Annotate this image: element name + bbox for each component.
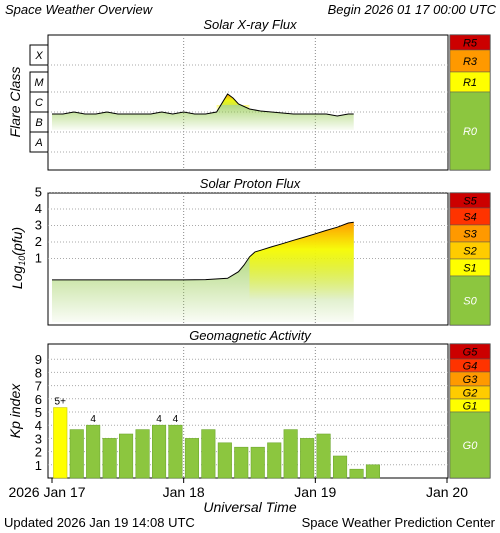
proton-y-tick-3: 3 <box>35 218 42 233</box>
kp-bar-9 <box>201 429 216 479</box>
kp-bar-16 <box>316 433 331 479</box>
proton-flux-line <box>52 221 354 281</box>
geomag-y-tick-5: 5 <box>35 405 42 420</box>
geomag-y-tick-8: 8 <box>35 365 42 380</box>
kp-bar-3 <box>102 438 117 479</box>
kp-bar-6 <box>152 424 167 479</box>
xray-scale-r0 <box>449 91 491 171</box>
kp-bar-17 <box>332 455 348 479</box>
geomag-scale-label-g4: G4 <box>463 361 478 373</box>
proton-y-axis-label-main: Log <box>9 266 25 290</box>
proton-y-tick-5: 5 <box>35 185 42 200</box>
geomag-y-tick-4: 4 <box>35 418 42 433</box>
kp-bar-2 <box>86 424 101 479</box>
credit-text: Space Weather Prediction Center <box>301 515 495 530</box>
kp-bar-label-6: 4 <box>156 414 162 425</box>
kp-bar-label-2: 4 <box>90 414 96 425</box>
kp-bar-8 <box>184 438 199 479</box>
proton-panel-title: Solar Proton Flux <box>199 176 301 191</box>
geomag-scale-label-g1: G1 <box>463 401 478 413</box>
kp-bar-5 <box>135 429 150 479</box>
x-axis-label: Universal Time <box>203 499 297 515</box>
proton-scale-label-s3: S3 <box>463 229 477 241</box>
xray-class-label-c: C <box>35 97 43 109</box>
x-tick-label-0: 2026 Jan 17 <box>8 484 85 500</box>
proton-scale-s0 <box>449 275 491 326</box>
geomag-y-tick-2: 2 <box>35 445 42 460</box>
xray-class-label-x: X <box>34 50 43 62</box>
proton-high-flux-area <box>249 222 354 300</box>
xray-scale-label-r5: R5 <box>463 38 478 50</box>
kp-bar-1 <box>69 429 84 479</box>
geomag-y-tick-7: 7 <box>35 379 42 394</box>
xray-class-label-a: A <box>34 137 42 149</box>
geomag-scale-label-g0: G0 <box>463 440 479 452</box>
overview-title: Space Weather Overview <box>5 2 153 17</box>
xray-y-axis-label: Flare Class <box>7 67 23 138</box>
kp-bar-0 <box>53 407 68 479</box>
xray-flux-line <box>52 93 354 117</box>
proton-scale-label-s5: S5 <box>463 196 477 208</box>
kp-bar-15 <box>300 438 315 479</box>
xray-scale-label-r1: R1 <box>463 77 477 89</box>
xray-panel-title: Solar X-ray Flux <box>203 17 297 32</box>
geomag-scale-label-g2: G2 <box>463 388 478 400</box>
kp-bar-14 <box>283 429 298 479</box>
xray-class-label-m: M <box>34 77 44 89</box>
xray-class-box-x <box>29 44 49 66</box>
xray-flux-area <box>52 94 354 130</box>
geomag-y-tick-1: 1 <box>35 458 42 473</box>
xray-class-label-b: B <box>35 117 42 129</box>
x-tick-label-1: Jan 18 <box>163 484 205 500</box>
proton-y-tick-2: 2 <box>35 234 42 249</box>
geomag-scale-g0 <box>449 411 491 479</box>
geomag-y-axis-label: Kp index <box>7 383 23 438</box>
proton-scale-label-s4: S4 <box>463 212 476 224</box>
updated-timestamp: Updated 2026 Jan 19 14:08 UTC <box>4 515 195 530</box>
geomag-scale-label-g3: G3 <box>463 374 479 386</box>
geomag-y-tick-6: 6 <box>35 392 42 407</box>
xray-scale-label-r3: R3 <box>463 56 478 68</box>
proton-scale-label-s2: S2 <box>463 246 476 258</box>
geomag-y-tick-9: 9 <box>35 352 42 367</box>
proton-scale-label-s0: S0 <box>463 296 477 308</box>
kp-bar-label-0: 5+ <box>55 397 67 408</box>
x-tick-label-2: Jan 19 <box>294 484 336 500</box>
kp-bar-10 <box>217 442 232 479</box>
proton-y-tick-4: 4 <box>35 201 42 216</box>
kp-bar-11 <box>234 446 249 479</box>
proton-scale-label-s1: S1 <box>463 263 476 275</box>
proton-y-axis-label-sub: 10 <box>17 256 27 266</box>
xray-class-box-a <box>29 131 49 153</box>
geomag-panel-title: Geomagnetic Activity <box>189 328 311 343</box>
geomag-scale-label-g5: G5 <box>463 347 479 359</box>
kp-bar-19 <box>365 464 381 479</box>
kp-bar-18 <box>349 468 364 479</box>
kp-bar-7 <box>168 424 183 479</box>
x-tick-label-3: Jan 20 <box>426 484 468 500</box>
proton-y-axis-label: Log10(pfu) <box>9 227 27 289</box>
kp-bar-12 <box>250 446 265 479</box>
kp-bar-label-7: 4 <box>173 414 179 425</box>
proton-y-axis-label-rest: (pfu) <box>9 227 25 256</box>
kp-bar-4 <box>119 433 134 479</box>
begin-timestamp: Begin 2026 01 17 00:00 UTC <box>327 2 496 17</box>
kp-bar-13 <box>267 442 282 479</box>
proton-y-tick-1: 1 <box>35 251 42 266</box>
xray-plot-frame <box>47 34 449 171</box>
geomag-y-tick-3: 3 <box>35 431 42 446</box>
xray-scale-label-r0: R0 <box>463 126 478 138</box>
